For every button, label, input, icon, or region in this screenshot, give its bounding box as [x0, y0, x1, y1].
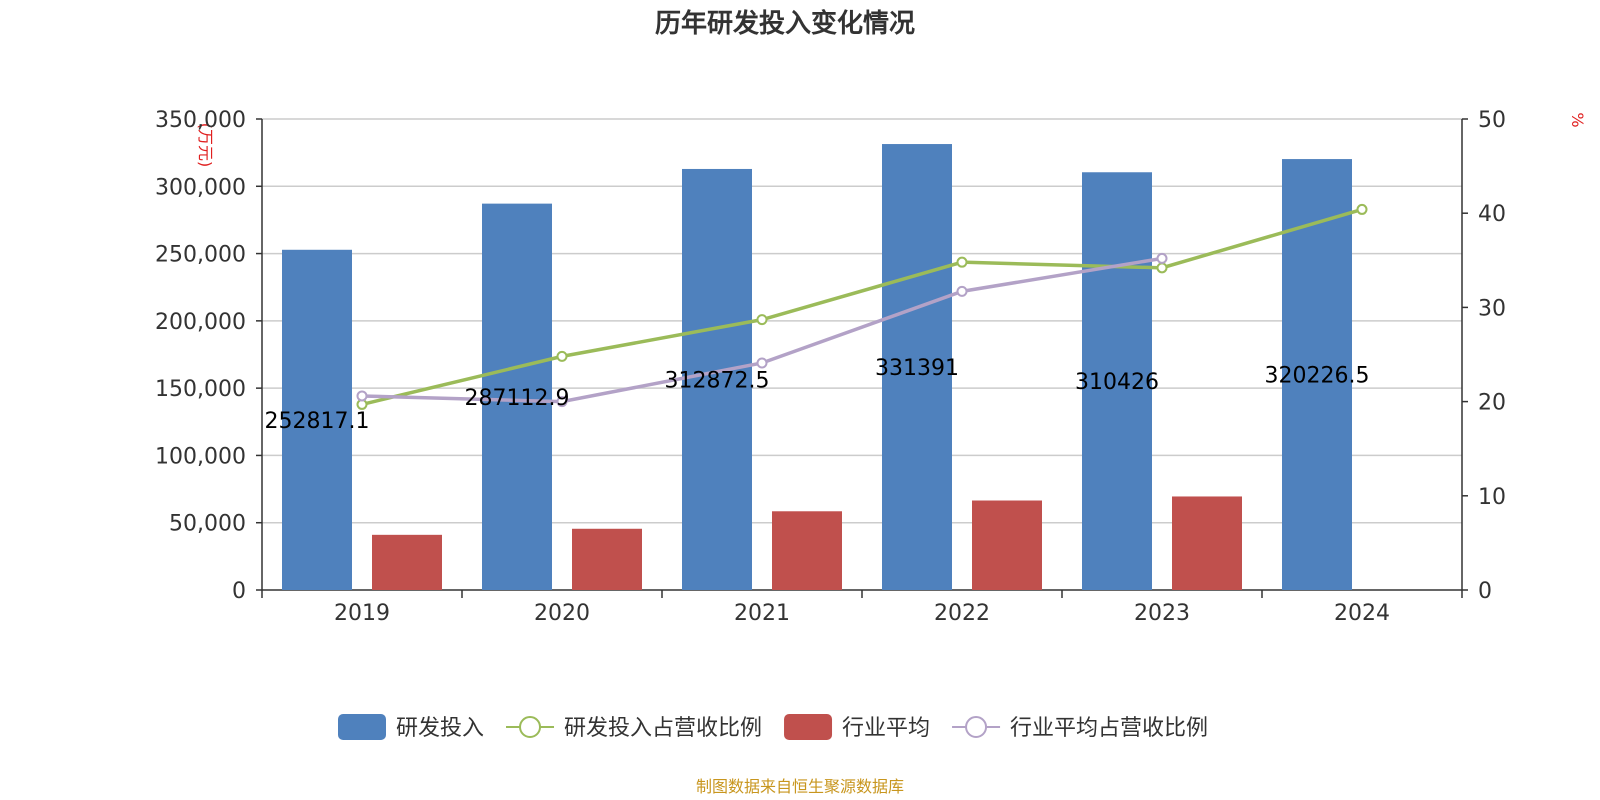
x-tick-label: 2023: [1134, 601, 1190, 626]
x-tick-label: 2019: [334, 601, 390, 626]
source-note: 制图数据来自恒生聚源数据库: [696, 777, 904, 796]
legend-label[interactable]: 研发投入占营收比例: [564, 716, 762, 741]
line-point-rd-ratio: [1356, 203, 1368, 215]
y-right-tick-label: 50: [1478, 108, 1506, 133]
y-right-tick-label: 10: [1478, 485, 1506, 510]
legend-swatch-marker[interactable]: [519, 716, 542, 738]
bar-industry-average: [572, 528, 642, 590]
line-point-industry-ratio: [556, 396, 568, 408]
line-point-rd-ratio: [556, 350, 568, 362]
y-right-tick-label: 20: [1478, 391, 1506, 416]
bar-rd-investment: [682, 168, 752, 590]
line-point-rd-ratio: [956, 256, 968, 268]
line-point-rd-ratio: [756, 314, 768, 326]
y-right-tick-label: 40: [1478, 202, 1506, 227]
legend-swatch[interactable]: [338, 714, 386, 740]
x-tick-label: 2022: [934, 601, 990, 626]
y-left-tick-label: 150,000: [155, 377, 246, 402]
y-right-tick-label: 0: [1478, 579, 1492, 604]
bar-data-label: 310426: [1075, 370, 1159, 395]
line-point-industry-ratio: [1156, 252, 1168, 264]
line-point-industry-ratio: [756, 357, 768, 369]
y-right-tick-label: 30: [1478, 296, 1506, 321]
y-left-tick-label: 300,000: [155, 175, 246, 200]
y-left-tick-label: 350,000: [155, 108, 246, 133]
legend-swatch-marker[interactable]: [965, 716, 988, 738]
bar-data-label: 287112.9: [465, 386, 570, 411]
bar-data-label: 331391: [875, 356, 959, 381]
x-tick-label: 2024: [1334, 601, 1390, 626]
data-labels: 252817.1 287112.9 312872.5 331391 310426 3202…: [265, 356, 1370, 434]
bar-data-label: 320226.5: [1265, 364, 1370, 389]
bar-data-label: 252817.1: [265, 409, 370, 434]
legend-label[interactable]: 研发投入: [396, 716, 484, 741]
y-left-tick-label: 250,000: [155, 243, 246, 268]
legend-label[interactable]: 行业平均: [842, 716, 930, 741]
legend-label[interactable]: 行业平均占营收比例: [1010, 716, 1208, 741]
y-left-tick-label: 0: [232, 579, 246, 604]
bar-industry-average: [972, 500, 1042, 590]
line-point-industry-ratio: [956, 285, 968, 297]
bar-industry-average: [1172, 496, 1242, 590]
bar-rd-investment: [882, 144, 952, 590]
bar-rd-investment: [282, 249, 352, 591]
bar-industry-average: [772, 511, 842, 590]
x-tick-label: 2021: [734, 601, 790, 626]
x-tick-label: 2020: [534, 601, 590, 626]
y-left-tick-label: 100,000: [155, 444, 246, 469]
bar-rd-investment: [482, 203, 552, 591]
bar-rd-investment: [1082, 172, 1152, 590]
grid-lines: [262, 118, 1462, 524]
bar-data-label: 312872.5: [665, 368, 770, 393]
line-point-industry-ratio: [356, 390, 368, 402]
y-left-tick-label: 50,000: [169, 512, 246, 537]
bar-industry-average: [372, 534, 442, 590]
legend[interactable]: 研发投入 研发投入占营收比例 行业平均 行业平均占营收比例: [338, 714, 1208, 741]
y-left-unit: (万元): [196, 123, 215, 168]
chart-title: 历年研发投入变化情况: [655, 8, 915, 39]
y-left-tick-label: 200,000: [155, 310, 246, 335]
axes: 0 50,000 100,000 150,000 200,000 250,000 300,0…: [155, 108, 1506, 626]
legend-swatch[interactable]: [784, 714, 833, 740]
lines: [356, 203, 1368, 410]
line-point-rd-ratio: [1156, 262, 1168, 274]
y-right-unit: %: [1568, 112, 1587, 127]
line-rd-ratio: [361, 207, 1363, 407]
bars: [282, 144, 1352, 591]
